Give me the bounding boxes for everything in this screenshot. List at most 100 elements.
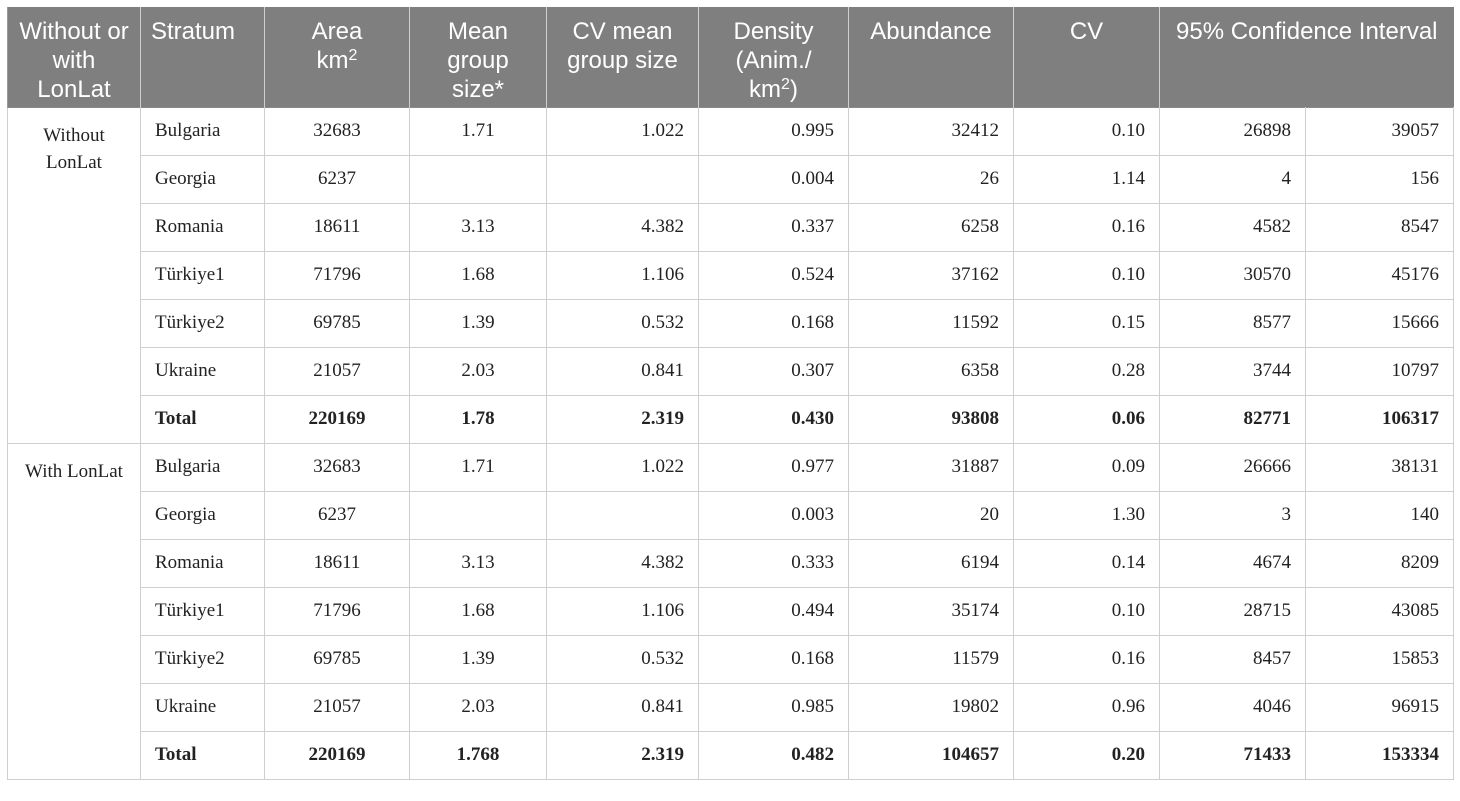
cell-cv: 0.15 [1013, 298, 1160, 348]
cell-cv: 0.14 [1013, 538, 1160, 588]
cell-cv: 0.10 [1013, 250, 1160, 300]
cell-density: 0.985 [698, 682, 849, 732]
cell-area: 71796 [264, 586, 410, 636]
cell-ci-high: 45176 [1305, 250, 1454, 300]
cell-stratum: Ukraine [140, 682, 265, 732]
cell-density: 0.307 [698, 346, 849, 396]
cell-mean-group-size: 1.68 [409, 586, 547, 636]
header-density: Density (Anim./km2) [698, 7, 849, 107]
cell-stratum: Ukraine [140, 346, 265, 396]
cell-cv: 1.30 [1013, 490, 1160, 540]
cell-stratum: Türkiye1 [140, 250, 265, 300]
cell-area: 21057 [264, 682, 410, 732]
cell-area: 32683 [264, 106, 410, 156]
cell-ci-high: 15853 [1305, 634, 1454, 684]
cell-mean-group-size: 1.39 [409, 634, 547, 684]
cell-cv: 0.28 [1013, 346, 1160, 396]
table-row: Türkiye1 71796 1.68 1.106 0.494 35174 0.10 2871… [8, 586, 1454, 636]
cell-area: 21057 [264, 346, 410, 396]
cell-cv-mean-group-size: 1.106 [546, 250, 699, 300]
table-row: Romania 18611 3.13 4.382 0.333 6194 0.14 4674 82… [8, 538, 1454, 588]
cell-ci-high: 156 [1305, 154, 1454, 204]
cell-ci-high: 106317 [1305, 394, 1454, 444]
group-label: Without LonLat [7, 106, 141, 444]
cell-ci-low: 26666 [1159, 442, 1306, 492]
cell-ci-high: 10797 [1305, 346, 1454, 396]
cell-ci-low: 4674 [1159, 538, 1306, 588]
cell-ci-low: 8457 [1159, 634, 1306, 684]
cell-stratum: Türkiye2 [140, 634, 265, 684]
cell-area: 6237 [264, 490, 410, 540]
cell-abundance: 32412 [848, 106, 1014, 156]
cell-stratum: Romania [140, 202, 265, 252]
cell-mean-group-size: 1.768 [409, 730, 547, 780]
cell-mean-group-size: 1.71 [409, 442, 547, 492]
cell-stratum: Georgia [140, 154, 265, 204]
cell-stratum: Total [140, 394, 265, 444]
cell-ci-high: 8209 [1305, 538, 1454, 588]
cell-cv-mean-group-size: 1.106 [546, 586, 699, 636]
cell-mean-group-size: 2.03 [409, 346, 547, 396]
table-header: Without or with LonLat Stratum Area km2 M… [7, 7, 1454, 107]
cell-mean-group-size: 1.78 [409, 394, 547, 444]
abundance-table: Without or with LonLat Stratum Area km2 M… [7, 7, 1454, 780]
cell-ci-low: 28715 [1159, 586, 1306, 636]
cell-abundance: 11579 [848, 634, 1014, 684]
cell-abundance: 11592 [848, 298, 1014, 348]
table-row: Türkiye2 69785 1.39 0.532 0.168 11579 0.16 8457… [8, 634, 1454, 684]
cell-abundance: 104657 [848, 730, 1014, 780]
cell-ci-high: 153334 [1305, 730, 1454, 780]
cell-cv-mean-group-size: 4.382 [546, 538, 699, 588]
header-group: Without or with LonLat [7, 7, 141, 107]
cell-density: 0.168 [698, 634, 849, 684]
cell-cv: 0.20 [1013, 730, 1160, 780]
cell-ci-high: 140 [1305, 490, 1454, 540]
cell-abundance: 20 [848, 490, 1014, 540]
table-row: Ukraine 21057 2.03 0.841 0.307 6358 0.28 3744 10… [8, 346, 1454, 396]
cell-ci-high: 8547 [1305, 202, 1454, 252]
cell-stratum: Türkiye1 [140, 586, 265, 636]
cell-cv-mean-group-size: 2.319 [546, 394, 699, 444]
cell-mean-group-size: 3.13 [409, 538, 547, 588]
table-row: Romania 18611 3.13 4.382 0.337 6258 0.16 4582 85… [8, 202, 1454, 252]
cell-area: 18611 [264, 202, 410, 252]
cell-ci-high: 15666 [1305, 298, 1454, 348]
cell-cv: 1.14 [1013, 154, 1160, 204]
cell-cv: 0.96 [1013, 682, 1160, 732]
cell-density: 0.333 [698, 538, 849, 588]
total-row: Total 220169 1.78 2.319 0.430 93808 0.06 82771 1… [8, 394, 1454, 444]
cell-ci-low: 82771 [1159, 394, 1306, 444]
cell-stratum: Total [140, 730, 265, 780]
cell-abundance: 37162 [848, 250, 1014, 300]
cell-abundance: 35174 [848, 586, 1014, 636]
cell-cv-mean-group-size [546, 490, 699, 540]
cell-density: 0.995 [698, 106, 849, 156]
cell-area: 69785 [264, 298, 410, 348]
cell-stratum: Türkiye2 [140, 298, 265, 348]
cell-density: 0.430 [698, 394, 849, 444]
cell-abundance: 31887 [848, 442, 1014, 492]
cell-cv-mean-group-size: 0.841 [546, 346, 699, 396]
cell-cv-mean-group-size: 0.841 [546, 682, 699, 732]
cell-area: 32683 [264, 442, 410, 492]
cell-abundance: 6258 [848, 202, 1014, 252]
cell-density: 0.168 [698, 298, 849, 348]
cell-ci-low: 8577 [1159, 298, 1306, 348]
cell-cv: 0.16 [1013, 634, 1160, 684]
header-mean-group-size: Mean group size* [409, 7, 547, 107]
cell-mean-group-size [409, 490, 547, 540]
cell-cv-mean-group-size: 4.382 [546, 202, 699, 252]
cell-ci-low: 30570 [1159, 250, 1306, 300]
cell-cv: 0.06 [1013, 394, 1160, 444]
cell-cv-mean-group-size: 2.319 [546, 730, 699, 780]
cell-area: 71796 [264, 250, 410, 300]
cell-ci-high: 96915 [1305, 682, 1454, 732]
cell-stratum: Georgia [140, 490, 265, 540]
cell-ci-low: 4 [1159, 154, 1306, 204]
cell-mean-group-size: 3.13 [409, 202, 547, 252]
cell-mean-group-size: 2.03 [409, 682, 547, 732]
cell-cv: 0.10 [1013, 586, 1160, 636]
table-row: With LonLat Bulgaria 32683 1.71 1.022 0.977 31… [7, 442, 1454, 780]
cell-ci-low: 4582 [1159, 202, 1306, 252]
cell-density: 0.482 [698, 730, 849, 780]
